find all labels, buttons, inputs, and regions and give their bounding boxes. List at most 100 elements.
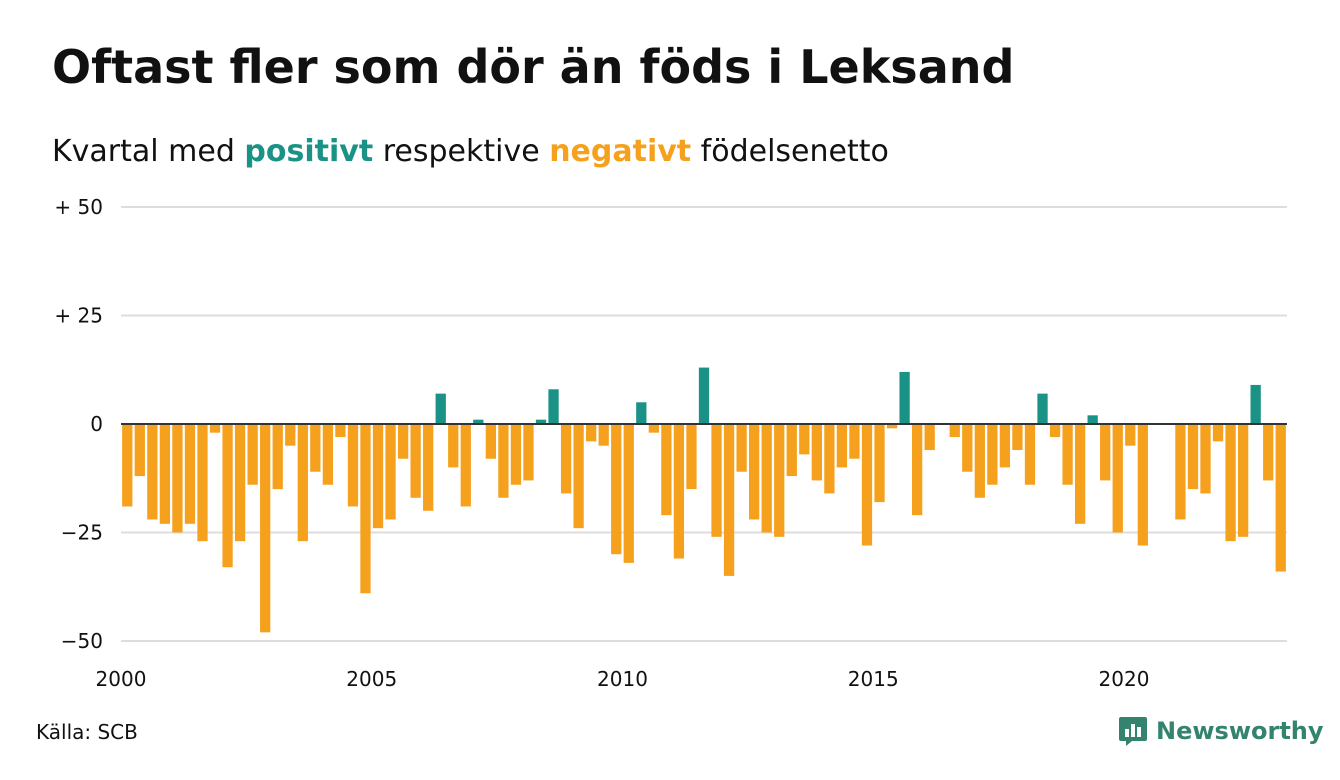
axis-layer: + 50 + 25 0 −25 −50 2000 2005 2010 2015 2020 [54,195,1287,691]
y-tick-label: + 25 [54,304,103,328]
chart-title: Oftast fler som dör än föds i Leksand [52,40,1015,94]
bar [949,424,960,438]
grid-layer [121,206,1287,642]
bar-chart: + 50 + 25 0 −25 −50 2000 2005 2010 2015 2020 [54,195,1287,691]
y-tick-label: −50 [61,629,103,653]
bar [623,424,634,563]
bar-layer [122,367,1286,633]
bar [234,424,246,542]
subtitle-part3: födelsenetto [691,134,889,169]
subtitle-negative-word: negativt [549,134,692,169]
bar [285,424,296,446]
bar [134,424,145,477]
bar [485,424,496,459]
bar [987,424,998,485]
bar [410,424,421,498]
bar [711,424,722,537]
source-note: Källa: SCB [36,720,138,744]
y-tick-label: 0 [90,412,103,436]
bar [310,424,321,472]
bar [347,424,359,507]
bar [209,424,221,433]
bar [372,424,384,529]
x-tick-label: 2015 [848,667,899,691]
bar [423,424,434,511]
subtitle-part1: Kvartal med [52,134,245,169]
bar [736,424,747,472]
bar [1112,424,1123,533]
bar [1062,424,1073,485]
bar [460,424,471,507]
bar [912,424,923,516]
bar [272,424,283,490]
bar [824,424,835,494]
bar [1275,424,1286,572]
bar [962,424,973,472]
bar [222,424,233,568]
bar [849,424,860,459]
bar [260,424,271,633]
bar [335,424,346,438]
bar [523,424,534,481]
bar [799,424,810,455]
bar [197,424,208,542]
x-tick-label: 2005 [346,667,397,691]
brand-logo[interactable]: Newsworthy [1118,714,1324,748]
bar [1012,424,1023,451]
bar [498,424,509,498]
bar [247,424,258,485]
bar [560,424,572,494]
bar [974,424,985,498]
bar [510,424,522,485]
bar [636,402,647,424]
bar [924,424,935,451]
bar [322,424,334,485]
bar [397,424,409,459]
bar [648,424,659,433]
bar [435,393,446,424]
bar [159,424,171,524]
bar [1237,424,1249,537]
bar [1137,424,1148,546]
bar [448,424,459,468]
bar [1087,415,1098,424]
bar [774,424,785,537]
bar [473,419,484,424]
bar [686,424,697,490]
bar [1225,424,1236,542]
bar [598,424,609,446]
x-tick-label: 2020 [1099,667,1150,691]
bar [1100,424,1111,481]
brand-name: Newsworthy [1156,717,1324,745]
bar [1125,424,1136,446]
bar [886,424,898,429]
bar [1175,424,1186,520]
bar [811,424,822,481]
bar [1187,424,1199,490]
chart-subtitle: Kvartal med positivt respektive negativt… [52,134,889,169]
y-tick-label: −25 [61,521,103,545]
bar [836,424,848,468]
bar [749,424,760,520]
bar [184,424,196,524]
bar [360,424,371,594]
bar [586,424,597,442]
bar [385,424,396,520]
x-tick-label: 2000 [96,667,147,691]
bar [122,424,133,507]
subtitle-positive-word: positivt [244,134,374,169]
bar [1049,424,1061,438]
bar [147,424,158,520]
bar [1074,424,1086,524]
x-tick-label: 2010 [597,667,648,691]
bar [548,389,559,424]
bar [1212,424,1224,442]
bar [611,424,622,555]
bar [535,419,547,424]
bar [1263,424,1274,481]
newsworthy-chart-icon [1119,717,1147,746]
bar [172,424,183,533]
bar [861,424,873,546]
bar [899,371,910,424]
bar [661,424,672,516]
